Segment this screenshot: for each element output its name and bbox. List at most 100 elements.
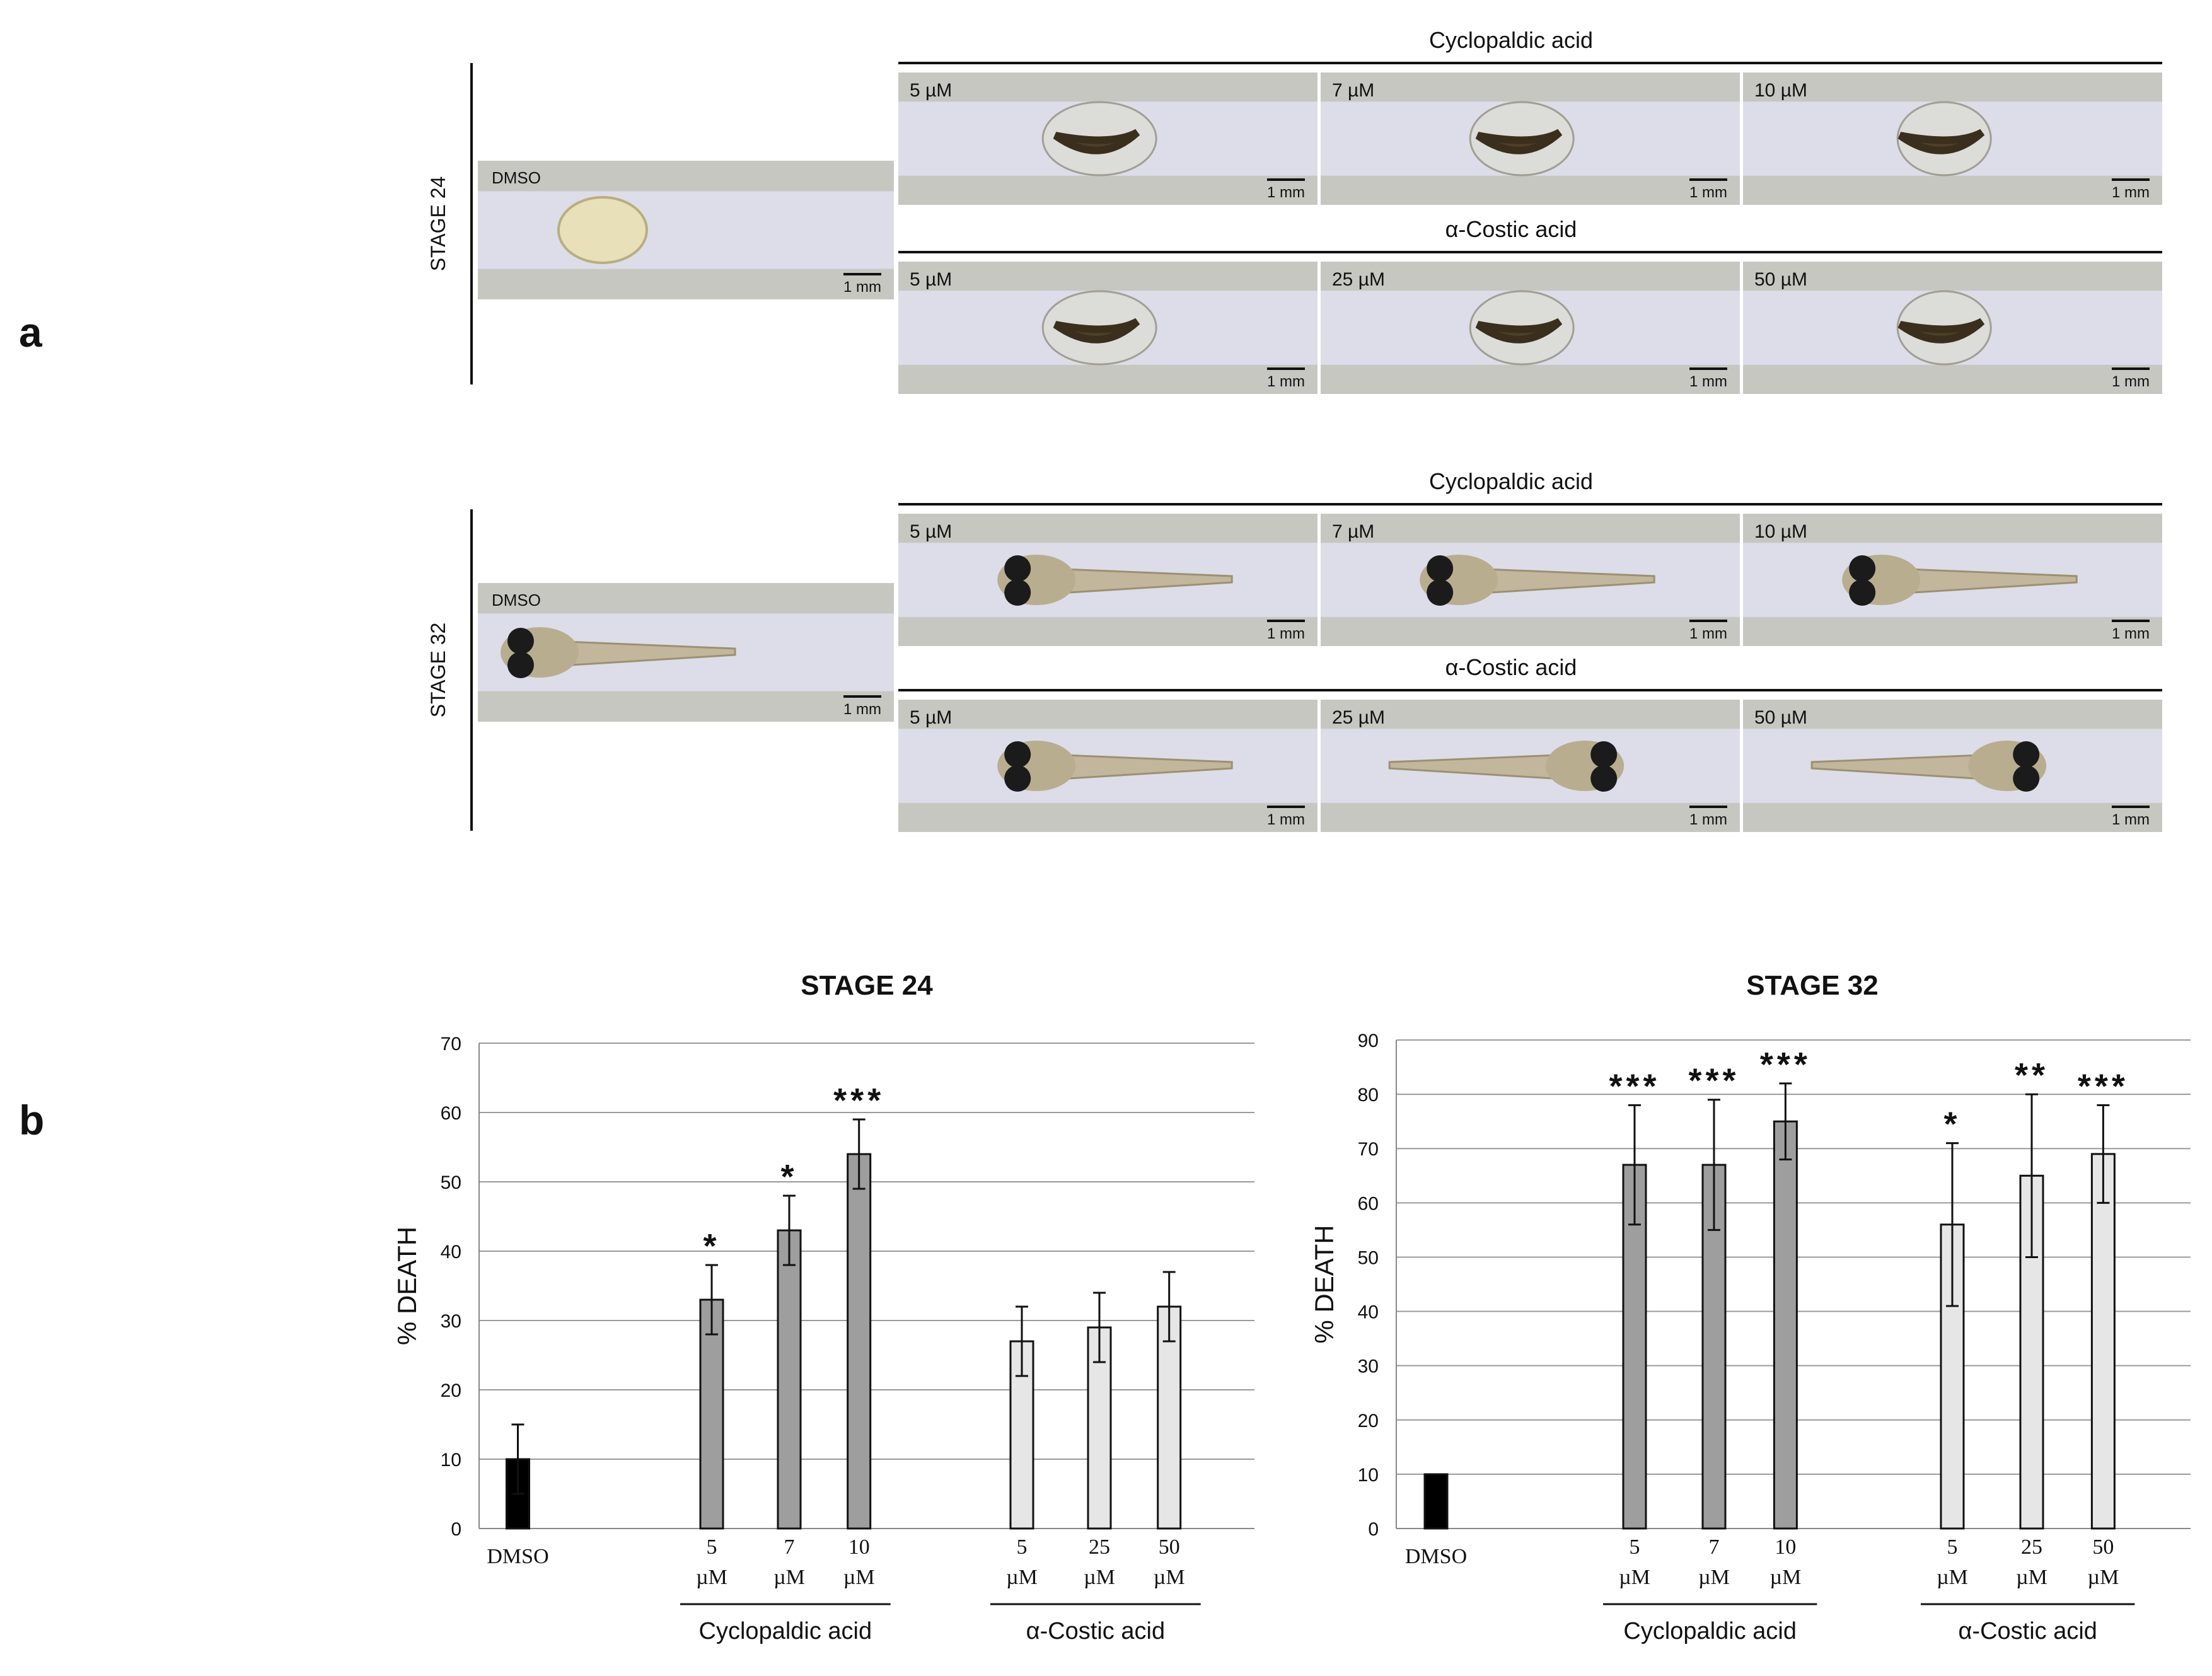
x-tick-label: 5 bbox=[1947, 1535, 1958, 1559]
tadpole-eye bbox=[507, 652, 534, 678]
group-label: Cyclopaldic acid bbox=[699, 1618, 872, 1644]
significance-marker: *** bbox=[1609, 1067, 1660, 1105]
y-tick-label: 60 bbox=[1358, 1193, 1379, 1214]
tadpole-eye bbox=[1427, 579, 1454, 606]
concentration-label: 5 µM bbox=[910, 80, 952, 101]
y-tick-label: 30 bbox=[441, 1311, 461, 1332]
embryo-image: 10 µM 1 mm bbox=[1743, 514, 2162, 646]
scale-label: 1 mm bbox=[1689, 184, 1727, 201]
y-tick-label: 50 bbox=[1358, 1247, 1379, 1268]
y-tick-label: 0 bbox=[1368, 1519, 1379, 1540]
scale-label: 1 mm bbox=[2112, 625, 2150, 642]
panel-b-label: b bbox=[19, 1097, 44, 1143]
tadpole-eye bbox=[1004, 765, 1031, 792]
tadpole-eye bbox=[2013, 765, 2040, 792]
x-tick-label: 50 bbox=[1159, 1535, 1180, 1559]
embryo-body bbox=[1053, 129, 1140, 154]
x-tick-unit: µM bbox=[1006, 1566, 1038, 1589]
x-tick-unit: µM bbox=[696, 1566, 727, 1589]
concentration-label: 10 µM bbox=[1754, 80, 1807, 101]
control-image: DMSO 1 mm bbox=[478, 583, 894, 722]
concentration-label: 50 µM bbox=[1754, 269, 1807, 290]
embryo-image: 50 µM 1 mm bbox=[1743, 262, 2162, 394]
tadpole-eye bbox=[1004, 579, 1031, 606]
significance-marker: *** bbox=[2078, 1067, 2129, 1105]
x-tick-unit: µM bbox=[1769, 1566, 1801, 1589]
y-axis-label: % DEATH bbox=[1309, 1225, 1339, 1343]
embryo-image: 5 µM 1 mm bbox=[898, 262, 1317, 394]
x-tick-unit: µM bbox=[843, 1566, 875, 1589]
chart-title: STAGE 32 bbox=[1746, 970, 1878, 1001]
scale-label: 1 mm bbox=[1267, 184, 1305, 201]
x-tick-label: 25 bbox=[2021, 1535, 2042, 1559]
embryo-image: 7 µM 1 mm bbox=[1321, 514, 1740, 646]
chart-title: STAGE 24 bbox=[801, 970, 933, 1001]
concentration-label: 7 µM bbox=[1332, 80, 1374, 101]
x-tick-label: 7 bbox=[1709, 1535, 1720, 1559]
embryo-shape bbox=[557, 196, 648, 264]
group-label: α-Costic acid bbox=[1026, 1618, 1165, 1644]
panel-a-label: a bbox=[19, 309, 43, 355]
group-label: α-Costic acid bbox=[1958, 1618, 2097, 1644]
embryo-body bbox=[1897, 318, 1985, 344]
embryo-image: 5 µM 1 mm bbox=[898, 700, 1317, 832]
y-tick-label: 30 bbox=[1358, 1356, 1379, 1377]
concentration-label: 50 µM bbox=[1754, 707, 1807, 728]
significance-marker: * bbox=[1943, 1106, 1960, 1143]
compound-label: Cyclopaldic acid bbox=[1429, 27, 1593, 53]
embryo-body bbox=[1897, 129, 1985, 154]
control-image: DMSO 1 mm bbox=[478, 161, 894, 299]
y-tick-label: 50 bbox=[441, 1172, 461, 1193]
scale-label: 1 mm bbox=[843, 279, 881, 296]
x-tick-unit: µM bbox=[1937, 1566, 1968, 1589]
tadpole-eye bbox=[1590, 741, 1618, 768]
y-tick-label: 70 bbox=[441, 1034, 461, 1055]
x-tick-unit: µM bbox=[773, 1566, 805, 1589]
x-tick-unit: µM bbox=[2087, 1566, 2119, 1589]
embryo-image: 50 µM 1 mm bbox=[1743, 700, 2162, 832]
bar bbox=[1423, 1473, 1449, 1530]
x-tick-label: 5 bbox=[1630, 1535, 1640, 1559]
y-tick-label: 40 bbox=[1358, 1302, 1379, 1323]
scale-label: 1 mm bbox=[843, 701, 881, 718]
tadpole-eye bbox=[1004, 741, 1031, 768]
embryo-image: 7 µM 1 mm bbox=[1321, 72, 1740, 205]
scale-label: 1 mm bbox=[1267, 625, 1305, 642]
y-tick-label: 80 bbox=[1358, 1085, 1379, 1106]
x-tick-label: 50 bbox=[2092, 1535, 2114, 1559]
concentration-label: 25 µM bbox=[1332, 707, 1385, 728]
embryo-image: 25 µM 1 mm bbox=[1321, 700, 1740, 832]
control-label: DMSO bbox=[492, 168, 541, 187]
scale-label: 1 mm bbox=[1689, 625, 1727, 642]
stage-label: STAGE 32 bbox=[427, 623, 449, 718]
significance-marker: *** bbox=[1760, 1046, 1811, 1084]
concentration-label: 5 µM bbox=[910, 707, 952, 728]
concentration-label: 5 µM bbox=[910, 521, 952, 542]
x-tick-label: 10 bbox=[848, 1535, 870, 1559]
y-tick-label: 20 bbox=[441, 1380, 461, 1401]
significance-marker: *** bbox=[1688, 1062, 1739, 1100]
concentration-label: 25 µM bbox=[1332, 269, 1385, 290]
tadpole-eye bbox=[507, 628, 534, 654]
tadpole-eye bbox=[1849, 555, 1876, 582]
tadpole-eye bbox=[2013, 741, 2040, 768]
significance-marker: *** bbox=[833, 1082, 884, 1119]
tadpole-eye bbox=[1849, 579, 1876, 606]
significance-marker: * bbox=[703, 1227, 720, 1265]
concentration-label: 10 µM bbox=[1754, 521, 1807, 542]
bar bbox=[2090, 1153, 2116, 1530]
x-tick-label: DMSO bbox=[1405, 1545, 1467, 1568]
scale-label: 1 mm bbox=[1689, 373, 1727, 390]
scale-label: 1 mm bbox=[2112, 811, 2150, 828]
bar bbox=[847, 1153, 872, 1530]
tadpole-eye bbox=[1427, 555, 1454, 582]
tadpole-eye bbox=[1590, 765, 1618, 792]
y-tick-label: 70 bbox=[1358, 1139, 1379, 1160]
x-tick-unit: µM bbox=[1154, 1566, 1185, 1589]
scale-label: 1 mm bbox=[2112, 184, 2150, 201]
y-tick-label: 10 bbox=[441, 1450, 461, 1471]
x-tick-unit: µM bbox=[1619, 1566, 1650, 1589]
x-tick-unit: µM bbox=[2016, 1566, 2047, 1589]
y-tick-label: 40 bbox=[441, 1242, 461, 1263]
x-tick-label: DMSO bbox=[487, 1545, 548, 1568]
